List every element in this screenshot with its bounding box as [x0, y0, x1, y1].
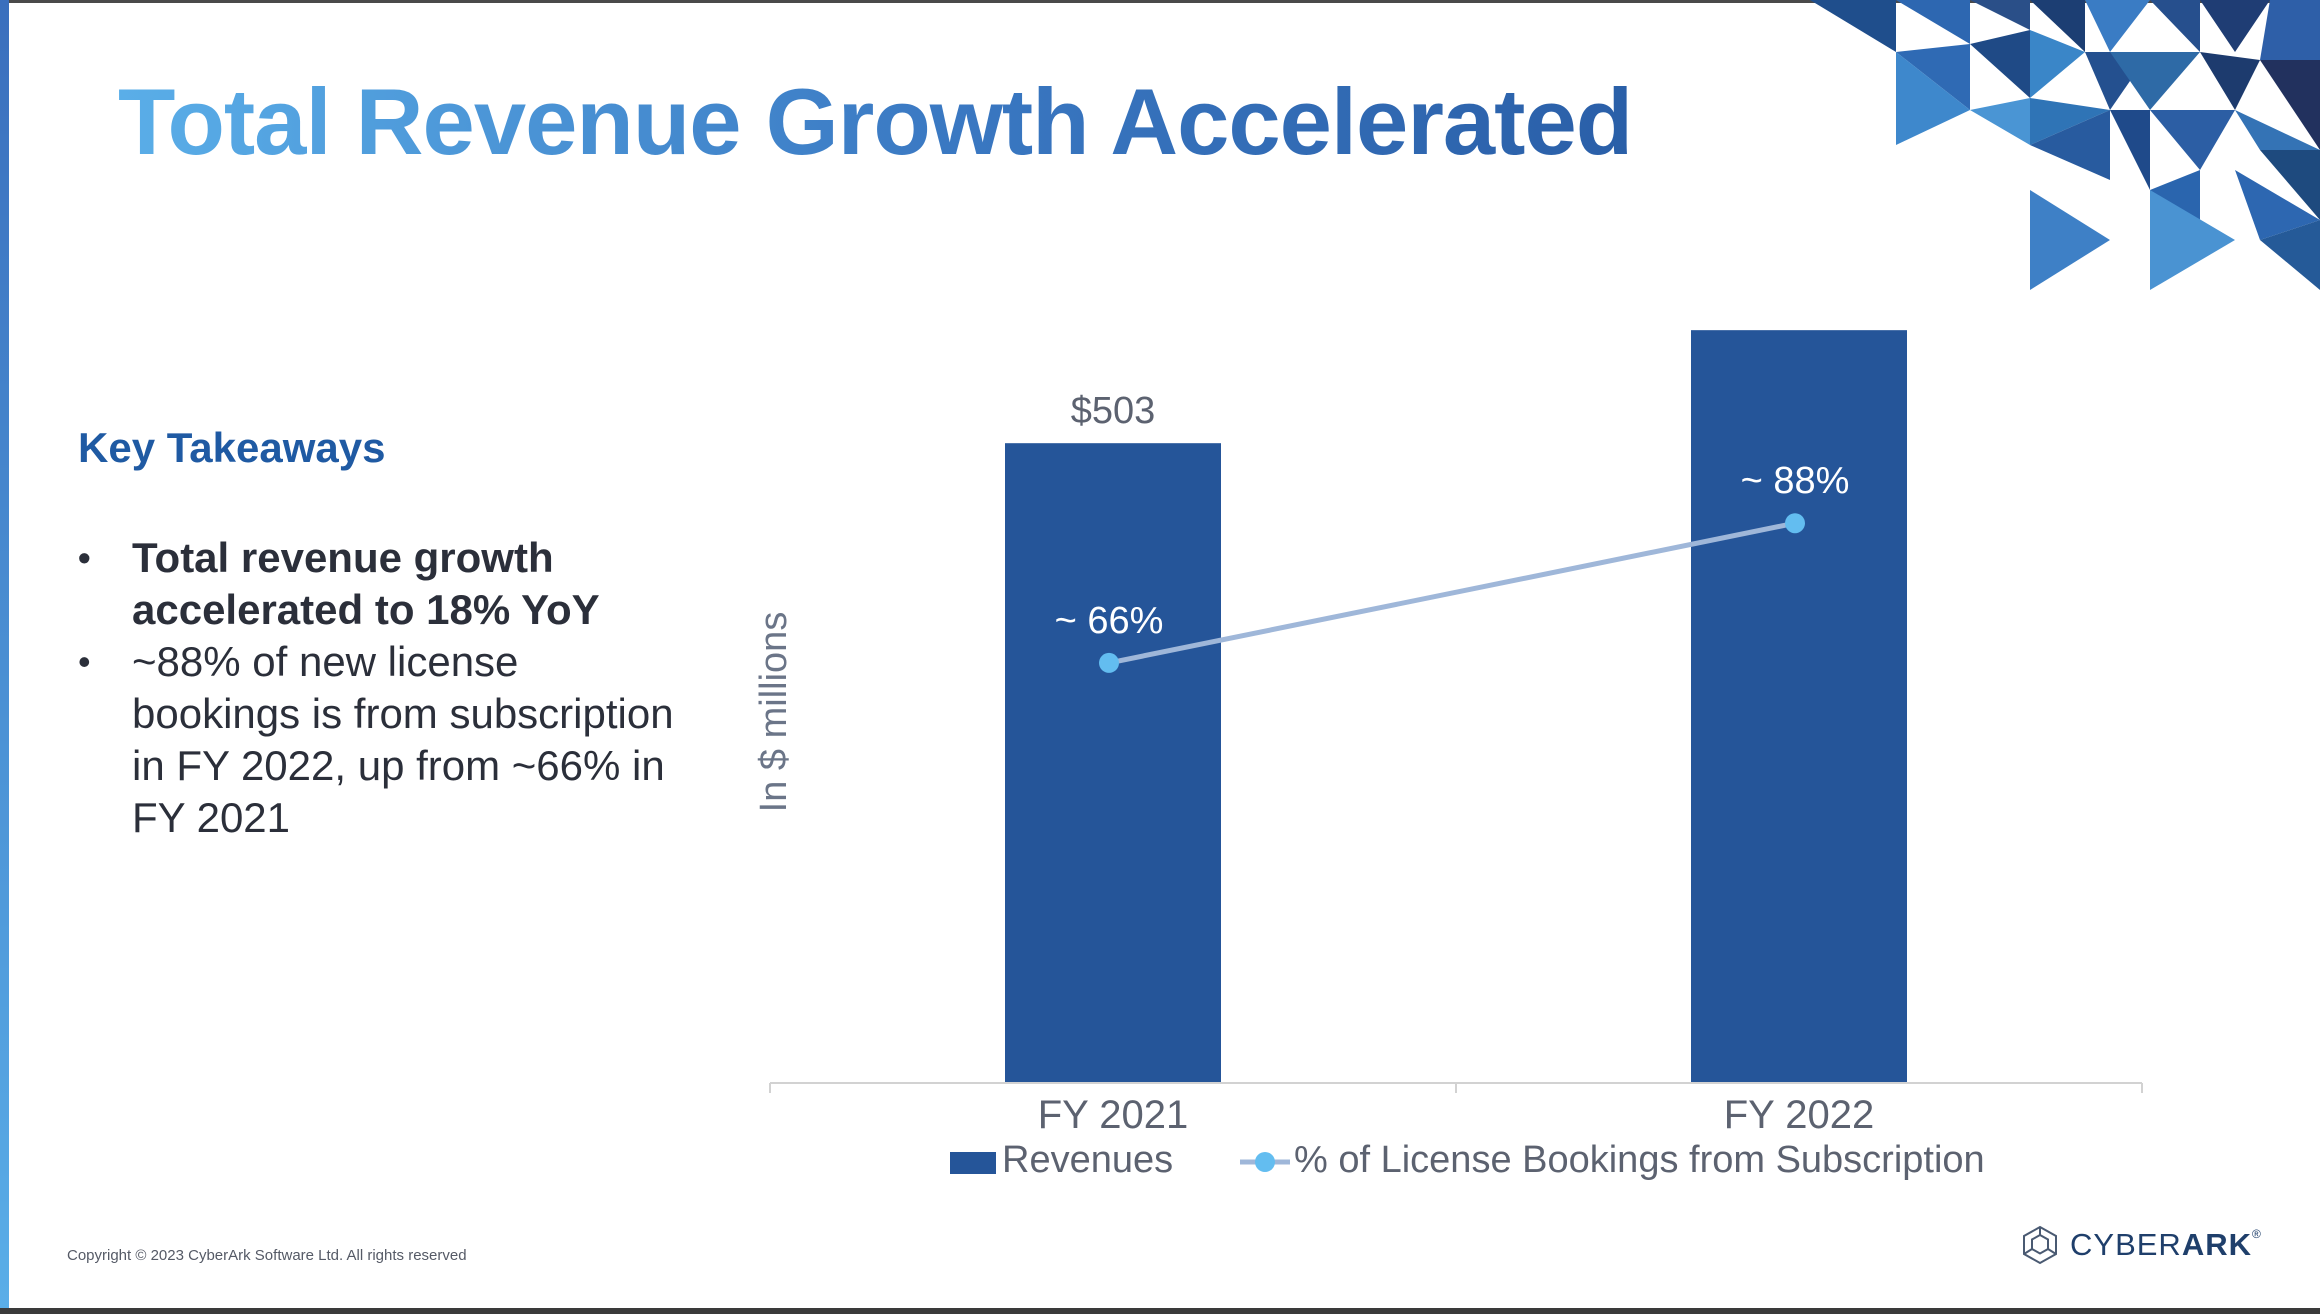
key-takeaways-heading: Key Takeaways	[78, 424, 386, 471]
y-axis-title: In $ millions	[753, 612, 795, 813]
revenue-bar	[1691, 330, 1907, 1082]
left-accent-bar	[0, 0, 9, 1314]
x-tick-label: FY 2022	[1724, 1093, 1875, 1137]
slide-title: Total Revenue Growth Accelerated	[118, 62, 1633, 182]
subscription-line	[1108, 520, 1796, 666]
bottom-border	[0, 1308, 2320, 1314]
subscription-point	[1785, 513, 1805, 534]
line-value-label: ~ 66%	[1055, 600, 1164, 642]
revenue-bar	[1005, 443, 1221, 1082]
triangle-pattern-decoration	[1810, 0, 2320, 290]
cyberark-logo: CYBERARK®	[2022, 1223, 2262, 1267]
subscription-point	[1099, 652, 1119, 673]
legend-label-subscription: % of License Bookings from Subscription	[1294, 1139, 1985, 1181]
takeaway-bullet: ~88% of new license bookings is from sub…	[78, 636, 698, 844]
takeaway-bullet: Total revenue growth accelerated to 18% …	[78, 532, 698, 636]
copyright-text: Copyright © 2023 CyberArk Software Ltd. …	[67, 1247, 467, 1264]
cube-icon	[2023, 1225, 2057, 1265]
takeaways-list: Total revenue growth accelerated to 18% …	[78, 532, 698, 844]
line-value-label: ~ 88%	[1741, 460, 1850, 502]
bar-value-label: $503	[1071, 390, 1156, 432]
x-tick-label: FY 2021	[1038, 1093, 1189, 1137]
legend-label-revenues: Revenues	[1002, 1139, 1173, 1181]
legend-bar-swatch	[950, 1152, 996, 1174]
top-border	[0, 0, 2320, 3]
legend-point-swatch	[1255, 1152, 1275, 1172]
logo-wordmark: CYBERARK®	[2070, 1227, 2262, 1262]
